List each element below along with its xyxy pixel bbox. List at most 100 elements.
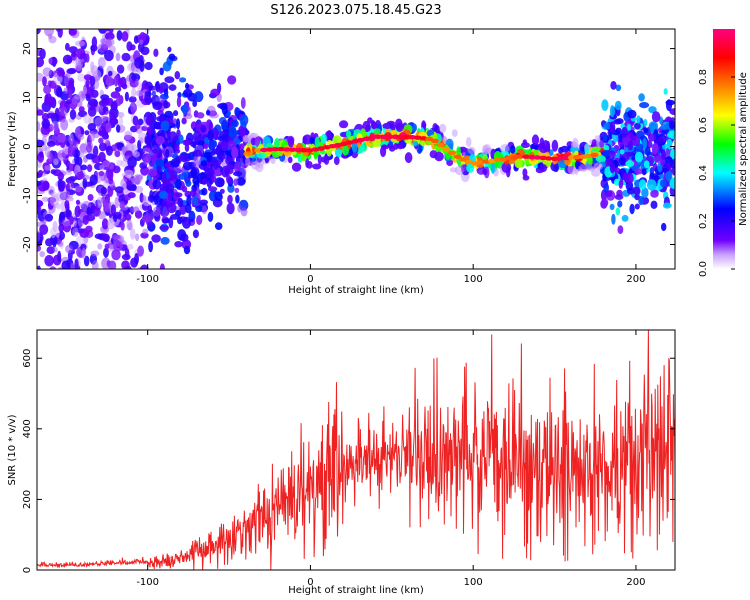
spectrogram-cell <box>41 101 51 113</box>
spectrogram-cell <box>266 142 273 149</box>
spectrogram-cell <box>163 99 168 109</box>
spectrogram-cell <box>37 283 46 292</box>
spectrogram-cell <box>82 305 86 311</box>
spectrogram-cell <box>91 36 98 48</box>
spectrogram-cell <box>140 306 147 318</box>
spectrogram-cell <box>81 0 87 8</box>
spectrogram-cell <box>43 408 49 416</box>
spectrogram-cell <box>583 144 592 150</box>
spectrogram-cell <box>117 77 124 88</box>
spectrogram-xtick-label: -100 <box>136 274 159 285</box>
spectrogram-cell <box>62 390 67 398</box>
spectrogram-peak-cell <box>442 146 451 152</box>
spectrogram-cell <box>145 115 155 127</box>
spectrogram-cell <box>124 169 134 178</box>
spectrogram-cell <box>81 374 88 382</box>
spectrogram-cell <box>136 375 142 387</box>
spectrogram-cell <box>139 385 148 391</box>
spectrogram-cell <box>43 349 52 361</box>
spectrogram-cell <box>160 120 170 132</box>
spectrogram-cell <box>124 247 130 259</box>
spectrogram-cell <box>144 90 150 103</box>
spectrogram-cell <box>192 100 198 107</box>
spectrogram-cell <box>110 277 118 284</box>
spectrogram-cell <box>206 154 212 163</box>
spectrogram-cell <box>531 134 540 146</box>
spectrogram-cell <box>165 183 175 194</box>
spectrogram-cell <box>662 202 672 209</box>
spectrogram-cell <box>641 187 649 199</box>
spectrogram-cell <box>124 91 129 102</box>
spectrogram-cell <box>177 216 183 225</box>
spectrogram-cell <box>94 233 105 240</box>
spectrogram-cell <box>539 164 548 173</box>
spectrogram-cell <box>125 302 133 314</box>
spectrogram-cell <box>138 306 147 316</box>
chart-title: S126.2023.075.18.45.G23 <box>270 3 441 18</box>
spectrogram-cell <box>126 41 133 52</box>
snr-xtick-label: 200 <box>626 577 645 588</box>
spectrogram-cell <box>456 146 461 157</box>
spectrogram-cell <box>116 124 121 133</box>
spectrogram-cell <box>59 21 64 28</box>
spectrogram-cell <box>317 154 322 165</box>
spectrogram-cell <box>655 136 664 145</box>
spectrogram-cell <box>95 363 102 369</box>
spectrogram-cell <box>610 81 617 90</box>
spectrogram-cell <box>668 120 675 129</box>
spectrogram-cell <box>196 215 203 225</box>
spectrogram-cell <box>92 2 100 14</box>
spectrogram-cell <box>159 190 168 200</box>
spectrogram-cell <box>121 268 125 269</box>
spectrogram-cell <box>68 278 75 288</box>
spectrogram-cell <box>99 351 103 362</box>
spectrogram-cell <box>619 156 626 166</box>
spectrogram-cell <box>134 356 141 362</box>
spectrogram-cell <box>44 255 54 267</box>
spectrogram-cell <box>35 289 43 299</box>
snr-ytick-label: 0 <box>22 567 33 573</box>
spectrogram-cell <box>382 122 393 129</box>
spectrogram-cell <box>49 194 60 207</box>
spectrogram-cell <box>117 111 125 118</box>
spectrogram-cell <box>173 110 179 117</box>
spectrogram-cell <box>53 272 59 283</box>
spectrogram-cell <box>105 283 111 294</box>
spectrogram-cell <box>139 305 148 311</box>
spectrogram-cell <box>95 383 102 389</box>
spectrogram-cell <box>59 295 68 306</box>
spectrogram-cell <box>116 13 125 19</box>
spectrogram-cell <box>627 109 637 119</box>
spectrogram-cell <box>125 213 132 221</box>
spectrogram-cell <box>104 380 111 391</box>
spectrogram-peak-cell <box>448 150 456 156</box>
spectrogram-cell <box>102 199 110 207</box>
spectrogram-cell <box>596 137 601 150</box>
colorbar: 0.0 0.2 0.4 0.6 0.8 Normalized spectral ampl… <box>698 29 749 277</box>
spectrogram-ytick-label: 20 <box>22 42 33 55</box>
spectrogram-cell <box>190 168 198 179</box>
spectrogram-cell <box>110 101 118 111</box>
spectrogram-cell <box>182 139 190 146</box>
spectrogram-xtick-label: 0 <box>307 274 313 285</box>
spectrogram-cell <box>181 117 187 125</box>
spectrogram-cell <box>75 40 85 47</box>
spectrogram-cell <box>116 64 125 74</box>
spectrogram-cell <box>79 282 84 293</box>
spectrogram-cell <box>74 62 83 72</box>
spectrogram-cell <box>621 214 629 222</box>
spectrogram-cell <box>302 134 312 145</box>
spectrogram-cell <box>151 148 161 154</box>
spectrogram-cell <box>243 136 249 143</box>
spectrogram-cell <box>168 131 178 144</box>
spectrogram-cell <box>669 177 675 190</box>
spectrogram-cell <box>88 98 98 107</box>
spectrogram-cell <box>98 211 106 220</box>
spectrogram-cell <box>441 136 448 143</box>
spectrogram-cell <box>123 317 132 327</box>
spectrogram-cell <box>638 179 647 190</box>
spectrogram-cell <box>614 194 624 200</box>
spectrogram-cell <box>117 213 122 220</box>
spectrogram-cell <box>98 151 106 163</box>
spectrogram-cell <box>133 35 139 44</box>
